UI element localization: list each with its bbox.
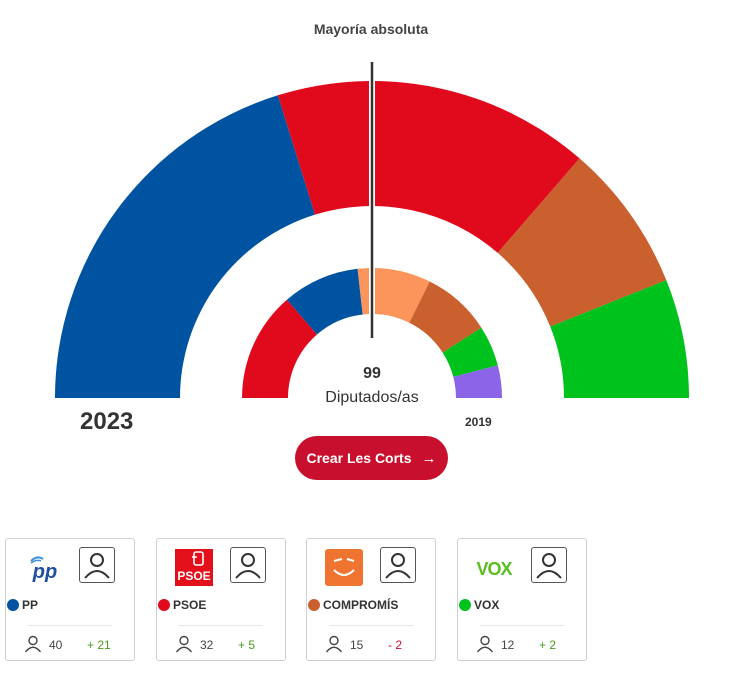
seat-segment-up [453,365,502,398]
seat-change: + 2 [539,638,557,652]
seat-segment-psoe [242,299,317,398]
vox-logo-text: VOX [476,559,512,579]
inner-ring-2019 [242,268,502,398]
psoe-logo-text: PSOE [177,569,210,583]
user-icon [385,553,411,579]
person-icon [24,635,42,653]
majority-label: Mayoría absoluta [313,21,429,37]
seat-change: - 2 [388,638,403,652]
outer-ring-2023 [55,80,689,398]
seat-segment-comproms [409,281,482,353]
seat-count: 12 [501,638,515,652]
party-card-psoe[interactable]: PSOE PSOE 32 + 5 [156,538,286,661]
party-card-compromis[interactable]: COMPROMÍS 15 - 2 [306,538,436,661]
card-divider [28,625,112,626]
create-corts-label: Crear Les Corts [306,450,412,466]
seat-count: 32 [200,638,214,652]
compromis-logo [323,548,363,586]
seat-change: + 5 [238,638,256,652]
pp-logo: pp [22,548,62,586]
card-divider [480,625,564,626]
party-name: PSOE [173,598,207,612]
psoe-logo: PSOE [173,548,213,586]
party-card-pp[interactable]: pp PP 40 + 21 [5,538,135,661]
party-color-dot [308,599,320,611]
year-label-outer: 2023 [80,408,134,435]
party-name: PP [22,598,39,612]
create-corts-button[interactable]: Crear Les Corts → [295,436,448,480]
seat-segment-psoe [277,80,580,253]
seat-segment-vox [550,280,689,398]
seat-segment-vox [442,327,498,377]
party-color-dot [459,599,471,611]
seat-change: + 21 [87,638,111,652]
hemicycle-chart [55,62,689,398]
user-icon [84,553,110,579]
person-icon [175,635,193,653]
party-color-dot [158,599,170,611]
seat-count: 15 [350,638,364,652]
seat-segment-cs [357,268,430,323]
total-seats: 99 [363,365,381,382]
arrow-right-icon: → [421,449,437,467]
seat-segment-pp [55,95,315,398]
person-icon [325,635,343,653]
candidate-avatar[interactable] [230,547,266,583]
person-icon [476,635,494,653]
pp-logo-text: pp [32,561,57,583]
seat-count: 40 [49,638,63,652]
seats-label: Diputados/as [325,389,419,406]
party-card-vox[interactable]: VOX VOX 12 + 2 [457,538,587,661]
candidate-avatar[interactable] [531,547,567,583]
candidate-avatar[interactable] [380,547,416,583]
user-icon [536,553,562,579]
seat-segment-comproms [497,158,667,327]
candidate-avatar[interactable] [79,547,115,583]
seat-segment-pp [286,268,363,335]
year-label-inner: 2019 [465,415,492,429]
party-name: COMPROMÍS [323,598,399,612]
card-divider [179,625,263,626]
user-icon [235,553,261,579]
vox-logo: VOX [474,548,514,586]
party-color-dot [7,599,19,611]
party-name: VOX [474,598,500,612]
card-divider [329,625,413,626]
